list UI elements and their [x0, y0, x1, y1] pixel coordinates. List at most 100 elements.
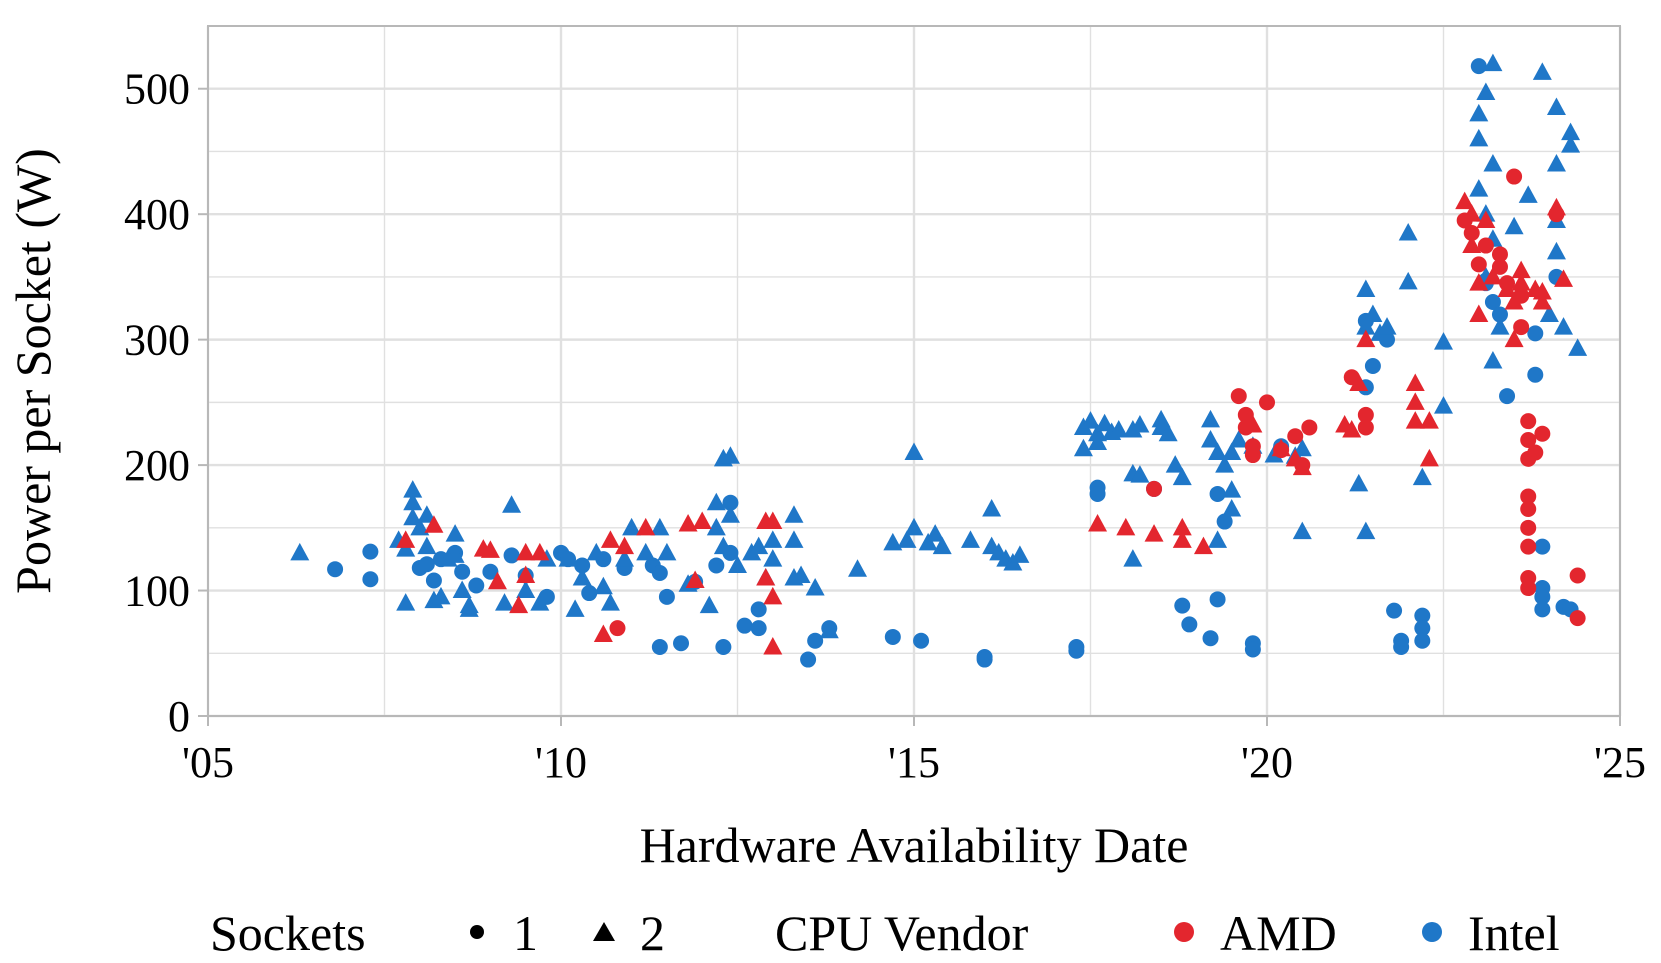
data-point-circle: [708, 557, 725, 574]
data-point-triangle: [417, 505, 437, 523]
data-point-triangle: [424, 515, 444, 533]
data-point-triangle: [1243, 414, 1263, 433]
data-point-circle: [1520, 538, 1537, 555]
data-point-triangle: [1172, 517, 1192, 536]
data-point-triangle: [530, 593, 550, 611]
data-point-triangle: [1532, 281, 1552, 300]
data-point-triangle: [615, 536, 635, 555]
data-point-triangle: [706, 517, 726, 536]
data-point-triangle: [1398, 271, 1418, 290]
data-point-circle: [1491, 246, 1508, 263]
data-point-triangle: [1504, 292, 1524, 310]
data-point-circle: [1569, 610, 1586, 627]
data-point-triangle: [396, 530, 416, 548]
legend-intel-label: Intel: [1468, 905, 1560, 961]
data-point-triangle: [600, 593, 620, 611]
data-point-triangle: [1144, 524, 1164, 542]
data-point-triangle: [487, 571, 507, 590]
data-point-triangle: [784, 530, 804, 548]
x-tick-label: '10: [535, 738, 587, 787]
data-point-triangle: [1539, 304, 1559, 323]
axes: 0 100 200 300 400 500 '05 '10 '15 '20 '25: [124, 65, 1646, 787]
data-point-triangle: [763, 511, 783, 530]
data-point-triangle: [1518, 185, 1538, 203]
data-point-triangle: [1554, 269, 1574, 287]
y-axis-title: Power per Socket (W): [5, 148, 61, 594]
data-point-triangle: [699, 595, 719, 614]
data-point-circle: [1534, 538, 1551, 555]
legend-intel-marker: [1422, 922, 1442, 942]
data-point-circle: [1477, 237, 1494, 254]
data-point-triangle: [1172, 530, 1192, 548]
data-point-circle: [327, 561, 344, 578]
y-tick-label: 400: [124, 190, 190, 239]
data-point-triangle: [720, 446, 740, 464]
data-point-circle: [1414, 620, 1431, 637]
data-point-circle: [1520, 501, 1537, 517]
data-point-circle: [1513, 319, 1530, 336]
data-point-triangle: [516, 542, 536, 561]
data-point-triangle: [403, 480, 423, 498]
legend-sockets-2-label: 2: [640, 905, 665, 961]
y-tick-label: 300: [124, 316, 190, 365]
data-point-triangle: [749, 536, 769, 555]
data-point-circle: [1520, 413, 1537, 430]
data-point-circle: [1491, 306, 1508, 323]
data-point-triangle: [1532, 62, 1552, 80]
x-tick-label: '25: [1594, 738, 1646, 787]
data-point-triangle: [1469, 103, 1489, 122]
data-point-triangle: [586, 542, 606, 561]
data-point-triangle: [1172, 467, 1192, 486]
data-point-triangle: [1469, 273, 1489, 291]
y-tick-label: 200: [124, 441, 190, 490]
data-point-triangle: [1377, 317, 1397, 335]
data-point-triangle: [1130, 414, 1150, 433]
data-point-triangle: [763, 549, 783, 567]
data-point-circle: [1499, 388, 1516, 405]
data-point-triangle: [1469, 128, 1489, 147]
data-point-triangle: [1201, 409, 1221, 428]
data-point-triangle: [445, 524, 465, 542]
data-point-circle: [468, 577, 485, 594]
data-point-circle: [1301, 419, 1318, 436]
data-point-triangle: [1405, 373, 1425, 392]
x-axis-title: Hardware Availability Date: [640, 817, 1189, 873]
data-point-triangle: [1532, 292, 1552, 310]
data-point-triangle: [763, 586, 783, 605]
data-point-circle: [362, 571, 379, 588]
data-point-circle: [722, 494, 739, 511]
data-point-circle: [609, 620, 626, 637]
data-point-triangle: [1546, 197, 1566, 216]
data-point-circle: [1209, 591, 1226, 608]
grid-lines: [206, 25, 1622, 718]
data-point-triangle: [763, 637, 783, 655]
data-point-circle: [673, 635, 690, 652]
data-point-circle: [1386, 602, 1403, 619]
data-point-triangle: [1412, 467, 1432, 486]
data-point-circle: [1287, 428, 1304, 445]
data-point-triangle: [1229, 430, 1249, 448]
data-point-circle: [1491, 258, 1508, 275]
data-point-triangle: [1222, 499, 1242, 517]
data-point-triangle: [763, 530, 783, 548]
data-point-circle: [750, 601, 767, 618]
x-tick-label: '15: [888, 738, 940, 787]
data-point-triangle: [1546, 154, 1566, 172]
data-point-triangle: [1081, 411, 1100, 429]
legend: Sockets 1 2 CPU Vendor AMD Intel: [210, 905, 1560, 961]
data-point-triangle: [1490, 317, 1510, 335]
amd-1-socket-series: [609, 168, 1586, 637]
data-point-triangle: [600, 530, 620, 548]
data-point-triangle: [622, 517, 642, 536]
data-point-triangle: [1116, 517, 1136, 536]
data-point-triangle: [932, 536, 952, 555]
intel-1-socket-series: [327, 58, 1579, 668]
data-point-circle: [1237, 406, 1254, 423]
data-point-triangle: [1476, 82, 1496, 100]
data-point-triangle: [1434, 396, 1453, 414]
data-point-triangle: [431, 586, 451, 605]
data-point-triangle: [1356, 329, 1376, 348]
data-point-circle: [1527, 325, 1544, 342]
data-point-triangle: [819, 620, 839, 639]
